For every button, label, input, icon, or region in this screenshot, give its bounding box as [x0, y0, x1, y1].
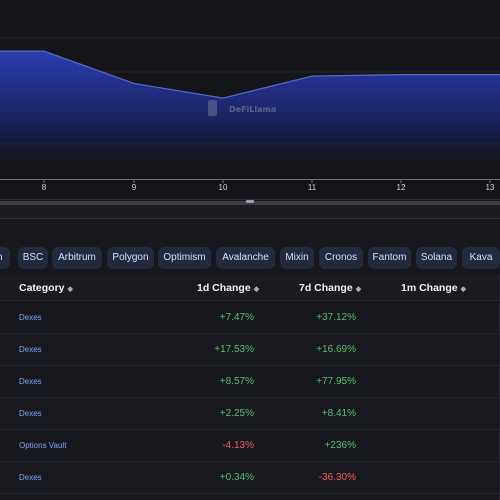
chain-tab-solana[interactable]: Solana: [416, 247, 457, 269]
sort-icon[interactable]: ◆: [460, 286, 466, 293]
change-7d-value: +16.69%: [316, 344, 356, 355]
watermark-text: DeFiLlama: [229, 105, 276, 114]
chain-tab-kava[interactable]: Kava: [462, 247, 500, 269]
table-row[interactable]: Dexes +7.47% +37.12%: [0, 302, 500, 334]
chart-svg: DeFiLlama 8 9 10 11 12 13: [0, 37, 500, 192]
category-link[interactable]: Dexes: [19, 377, 42, 386]
protocols-table: Category ◆ 1d Change ◆ 7d Change ◆ 1m Chang…: [0, 275, 500, 500]
change-1d-value: +2.25%: [219, 408, 254, 419]
header-1d-change[interactable]: 1d Change ◆: [197, 282, 259, 294]
sort-icon[interactable]: ◆: [67, 286, 73, 293]
x-tick-label: 12: [397, 183, 406, 192]
x-tick-label: 13: [486, 183, 495, 192]
brush-handle[interactable]: [246, 200, 254, 203]
chain-tab-on[interactable]: on: [0, 247, 10, 269]
header-1m-label: 1m Change: [401, 282, 458, 294]
defillama-logo-icon: [208, 100, 217, 116]
change-1d-value: +7.47%: [219, 312, 254, 323]
chain-tab-cronos[interactable]: Cronos: [319, 247, 363, 269]
table-row[interactable]: Options Vault -4.13% +236%: [0, 430, 500, 462]
change-7d-value: +236%: [324, 440, 356, 451]
x-tick-label: 11: [308, 183, 317, 192]
table-row[interactable]: Dexes +17.53% +16.69%: [0, 334, 500, 366]
category-link[interactable]: Dexes: [19, 313, 42, 322]
chart-area-series: [0, 51, 500, 179]
change-7d-value: +8.41%: [321, 408, 356, 419]
defillama-watermark: DeFiLlama: [208, 100, 276, 116]
change-7d-value: +77.95%: [316, 376, 356, 387]
chain-tab-fantom[interactable]: Fantom: [368, 247, 411, 269]
change-1d-value: -4.13%: [222, 440, 254, 451]
change-7d-value: +37.12%: [316, 312, 356, 323]
change-7d-value: -36.30%: [318, 472, 356, 483]
chain-filter-tabs: on BSCArbitrumPolygonOptimismAvalancheMix…: [0, 247, 500, 271]
header-7d-label: 7d Change: [299, 282, 353, 294]
table-row[interactable]: Dexes +8.57% +77.95%: [0, 366, 500, 398]
sort-icon[interactable]: ◆: [355, 286, 362, 293]
chain-tab-arbitrum[interactable]: Arbitrum: [52, 247, 102, 269]
change-1d-value: +0.34%: [219, 472, 254, 483]
chain-tab-optimism[interactable]: Optimism: [158, 247, 211, 269]
x-tick-label: 10: [219, 183, 228, 192]
table-header-row: Category ◆ 1d Change ◆ 7d Change ◆ 1m Chang…: [0, 275, 500, 301]
x-tick-label: 8: [42, 183, 47, 192]
header-7d-change[interactable]: 7d Change ◆: [299, 282, 361, 294]
category-link[interactable]: Options Vault: [19, 441, 67, 450]
change-1d-value: +17.53%: [214, 344, 254, 355]
category-link[interactable]: Dexes: [19, 473, 42, 482]
chart-line-series: [0, 50, 500, 99]
tvl-area-chart[interactable]: DeFiLlama 8 9 10 11 12 13: [0, 0, 500, 200]
category-link[interactable]: Dexes: [19, 409, 42, 418]
sort-icon[interactable]: ◆: [253, 286, 260, 293]
chart-range-brush[interactable]: [0, 199, 500, 219]
category-link[interactable]: Dexes: [19, 345, 42, 354]
chain-tab-bsc[interactable]: BSC: [18, 247, 48, 269]
header-1m-change[interactable]: 1m Change ◆: [401, 282, 466, 294]
header-category[interactable]: Category ◆: [19, 282, 73, 294]
change-1d-value: +8.57%: [219, 376, 254, 387]
chart-x-axis: 8 9 10 11 12 13: [0, 179, 500, 192]
header-1d-label: 1d Change: [197, 282, 251, 294]
chain-tab-polygon[interactable]: Polygon: [107, 247, 154, 269]
chain-tab-avalanche[interactable]: Avalanche: [216, 247, 275, 269]
x-tick-label: 9: [132, 183, 137, 192]
table-row[interactable]: Dexes +0.34% -36.30%: [0, 462, 500, 494]
section-divider: [0, 219, 500, 239]
header-category-label: Category: [19, 282, 65, 294]
brush-track[interactable]: [0, 201, 500, 205]
table-row[interactable]: Dexes +2.25% +8.41%: [0, 398, 500, 430]
chain-tab-mixin[interactable]: Mixin: [280, 247, 314, 269]
